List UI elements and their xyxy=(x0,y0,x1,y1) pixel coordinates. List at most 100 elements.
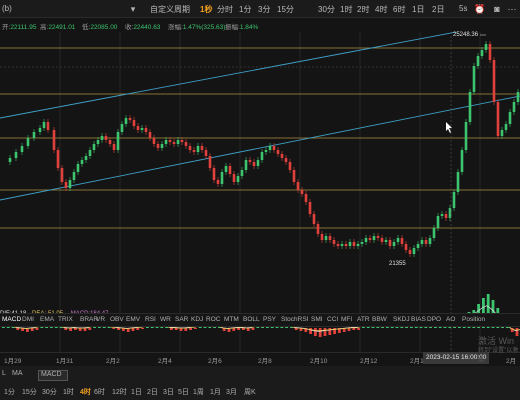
bottom-period-2[interactable]: 30分 xyxy=(42,389,57,396)
bottom-period-6[interactable]: 12时 xyxy=(112,389,127,396)
period-2d[interactable]: 2日 xyxy=(432,5,445,14)
indicator-tab-emv[interactable]: EMV xyxy=(126,316,141,323)
macd-histogram-bar xyxy=(338,328,341,333)
period-1s[interactable]: 1秒 xyxy=(200,5,213,14)
indicator-tab-vr[interactable]: VR xyxy=(96,316,106,323)
candle-body xyxy=(68,180,72,188)
more-icon[interactable]: ⋯ xyxy=(507,4,517,14)
indicator-tab-cci[interactable]: CCI xyxy=(327,316,339,323)
candle-body xyxy=(164,140,168,144)
bottom-period-3[interactable]: 1时 xyxy=(63,389,74,396)
period-2h[interactable]: 2时 xyxy=(357,5,370,14)
candle-body xyxy=(284,158,288,162)
ticker-label[interactable]: (b) xyxy=(2,4,12,13)
bottom-indicator-selector[interactable] xyxy=(38,370,68,381)
indicator-tab-boll[interactable]: BOLL xyxy=(243,316,260,323)
period-15m[interactable]: 15分 xyxy=(277,5,294,14)
candle-body xyxy=(312,214,316,224)
channel-lines[interactable] xyxy=(0,32,520,201)
indicator-tab-kdj[interactable]: KDJ xyxy=(191,316,204,323)
indicator-tab-bias[interactable]: BIAS xyxy=(411,316,426,323)
period-30m[interactable]: 30分 xyxy=(318,5,335,14)
indicator-tab-macd[interactable]: MACD xyxy=(2,316,22,323)
indicator-tab-rsi[interactable]: RSI xyxy=(145,316,156,323)
indicator-tab-roc[interactable]: ROC xyxy=(206,316,221,323)
period-4h[interactable]: 4时 xyxy=(375,5,388,14)
candle-body xyxy=(204,150,208,156)
alarm-icon[interactable]: ⏰ xyxy=(474,4,486,14)
indicator-tab-ao[interactable]: AO xyxy=(446,316,456,323)
level-lines[interactable] xyxy=(0,47,520,229)
candle-body xyxy=(168,140,172,142)
indicator-tab-psy[interactable]: PSY xyxy=(263,316,277,323)
indicator-tab-brar[interactable]: BRAR xyxy=(80,316,99,323)
dropdown-icon[interactable]: ▾ xyxy=(130,4,136,14)
indicator-tab-skdj[interactable]: SKDJ xyxy=(393,316,410,323)
candle-body xyxy=(436,216,440,228)
indicator-tab-obv[interactable]: OBV xyxy=(110,316,124,323)
candle-body xyxy=(20,146,24,152)
candlestick-chart[interactable]: 25248.36 21355 DIF:41.18 DEA:-51.05 MACD… xyxy=(0,32,520,352)
bottom-period-9[interactable]: 3日 xyxy=(163,389,174,396)
period-toolbar: (b) ▾ 自定义周期 1秒 分时 1分 3分 15分 30分 1时 2时 4时… xyxy=(0,0,520,18)
custom-period-button[interactable]: 自定义周期 xyxy=(150,5,190,14)
indicator-tab-smi[interactable]: SMI xyxy=(311,316,323,323)
bottom-period-4[interactable]: 4时 xyxy=(80,389,91,396)
period-6h[interactable]: 6时 xyxy=(393,5,406,14)
macd-histogram-bar xyxy=(126,328,130,332)
date-tick-label: 2月6 xyxy=(208,358,222,365)
period-1m[interactable]: 1分 xyxy=(239,5,252,14)
camera-icon[interactable]: ◙ xyxy=(494,4,500,14)
indicator-tab-ema[interactable]: EMA xyxy=(40,316,55,323)
speed-label[interactable]: 5s xyxy=(459,4,468,13)
bottom-period-1[interactable]: 15分 xyxy=(22,389,37,396)
period-1d[interactable]: 1日 xyxy=(412,5,425,14)
chart-canvas[interactable] xyxy=(0,32,520,352)
indicator-tab-dpo[interactable]: DPO xyxy=(427,316,442,323)
period-1h[interactable]: 1时 xyxy=(340,5,353,14)
indicator-tab-atr[interactable]: ATR xyxy=(357,316,370,323)
candle-body xyxy=(320,234,324,240)
bottom-period-14[interactable]: 周K xyxy=(244,389,256,396)
candle-body xyxy=(340,244,344,246)
indicator-tab-sar[interactable]: SAR xyxy=(175,316,189,323)
bottom-period-10[interactable]: 5日 xyxy=(178,389,189,396)
indicator-tab-bbw[interactable]: BBW xyxy=(372,316,387,323)
macd-histogram-bar xyxy=(184,328,188,331)
candle-body xyxy=(424,240,428,244)
indicator-tab-stochrsi[interactable]: StochRSI xyxy=(281,316,309,323)
macd-histogram-bar xyxy=(74,328,77,330)
bottom-period-5[interactable]: 6时 xyxy=(94,389,105,396)
period-3m[interactable]: 3分 xyxy=(258,5,271,14)
macd-histogram-bar xyxy=(328,328,332,335)
open-value: 开:22111.95 xyxy=(2,24,37,31)
indicator-tab-mfi[interactable]: MFI xyxy=(341,316,353,323)
low-marker-label: 21355 xyxy=(389,261,406,267)
date-tick-label: 2月12 xyxy=(360,358,378,365)
bottom-ma-button[interactable]: MA xyxy=(12,370,23,377)
bottom-period-8[interactable]: 2日 xyxy=(147,389,158,396)
indicator-tab-position[interactable]: Position xyxy=(462,316,486,323)
macd-histogram-bar xyxy=(309,328,312,334)
macd-histogram-bar xyxy=(246,328,250,331)
candle-body xyxy=(88,150,92,156)
candle-body xyxy=(356,244,360,246)
candles-group xyxy=(8,34,520,257)
period-timeshare[interactable]: 分时 xyxy=(217,5,233,14)
bottom-period-13[interactable]: 3月 xyxy=(226,389,237,396)
macd-histogram-bar xyxy=(141,328,144,329)
bottom-period-0[interactable]: 1分 xyxy=(4,389,15,396)
indicator-tab-trix[interactable]: TRIX xyxy=(58,316,73,323)
bottom-period-12[interactable]: 1月 xyxy=(210,389,221,396)
bottom-period-11[interactable]: 1周 xyxy=(193,389,204,396)
bottom-period-7[interactable]: 1日 xyxy=(131,389,142,396)
candle-body xyxy=(184,142,188,146)
indicator-tab-mtm[interactable]: MTM xyxy=(224,316,239,323)
candle-body xyxy=(212,168,216,180)
ohlc-info-bar: 开:22111.95 高:22491.01 低:22085.00 收:22440… xyxy=(0,18,520,32)
macd-histogram-bar xyxy=(112,328,116,329)
bottom-macd-button[interactable]: MACD xyxy=(41,371,62,378)
indicator-tab-dmi[interactable]: DMI xyxy=(22,316,34,323)
indicator-tab-wr[interactable]: WR xyxy=(160,316,171,323)
macd-histogram-bar xyxy=(83,328,87,331)
